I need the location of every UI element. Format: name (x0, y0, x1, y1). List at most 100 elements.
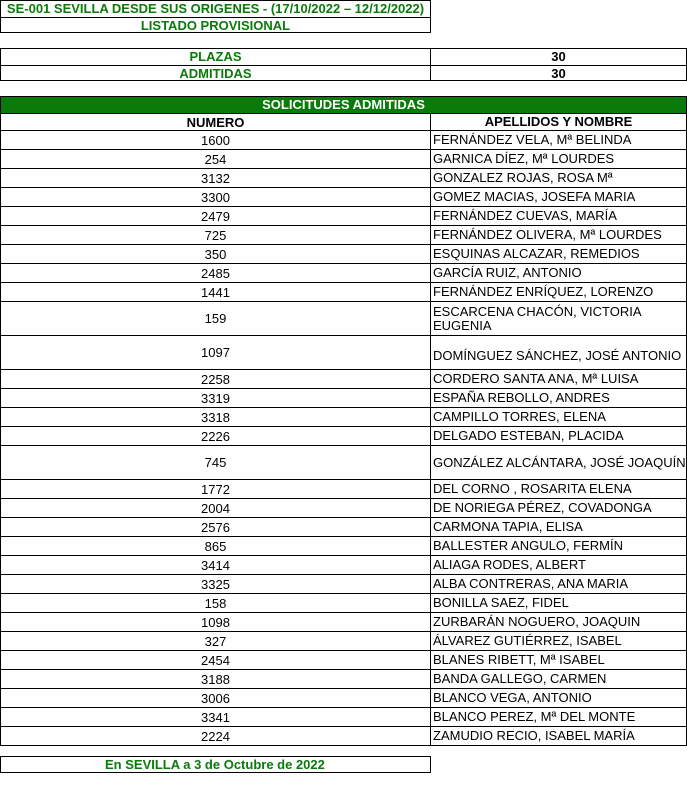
nombre-cell: DOMÍNGUEZ SÁNCHEZ, JOSÉ ANTONIO (433, 347, 682, 363)
table-row: 3319 ESPAÑA REBOLLO, ANDRES (1, 388, 686, 407)
numero-cell: 3300 (1, 188, 431, 206)
nombre-cell: ZURBARÁN NOGUERO, JOAQUIN (433, 614, 641, 629)
table-row: 745 GONZÁLEZ ALCÁNTARA, JOSÉ JOAQUÍN (1, 445, 686, 479)
nombre-cell: ESQUINAS ALCAZAR, REMEDIOS (433, 246, 640, 261)
table-row: 2258 CORDERO SANTA ANA, Mª LUISA (1, 369, 686, 388)
nombre-cell: ALIAGA RODES, ALBERT (433, 557, 586, 572)
table-row: 2479 FERNÁNDEZ CUEVAS, MARÍA (1, 206, 686, 225)
numero-cell: 2226 (1, 427, 431, 445)
plazas-label: PLAZAS (1, 49, 431, 65)
stats-row-admitidas: ADMITIDAS 30 (1, 65, 686, 81)
admitted-table: SOLICITUDES ADMITIDAS NUMERO APELLIDOS Y… (0, 96, 687, 746)
column-header-numero: NUMERO (1, 114, 431, 130)
nombre-cell: CORDERO SANTA ANA, Mª LUISA (433, 371, 639, 386)
numero-cell: 1098 (1, 613, 431, 631)
nombre-cell: CAMPILLO TORRES, ELENA (433, 409, 606, 424)
numero-cell: 2454 (1, 651, 431, 669)
table-row: 1772 DEL CORNO , ROSARITA ELENA (1, 479, 686, 498)
nombre-cell: BALLESTER ANGULO, FERMÍN (433, 538, 623, 553)
table-row: 1600 FERNÁNDEZ VELA, Mª BELINDA (1, 130, 686, 149)
title-box: SE-001 SEVILLA DESDE SUS ORIGENES - (17/… (0, 0, 431, 33)
numero-cell: 159 (1, 302, 431, 335)
numero-cell: 3188 (1, 670, 431, 688)
numero-cell: 254 (1, 150, 431, 168)
numero-cell: 1772 (1, 480, 431, 498)
nombre-cell: BANDA GALLEGO, CARMEN (433, 671, 607, 686)
nombre-cell: FERNÁNDEZ OLIVERA, Mª LOURDES (433, 227, 662, 242)
table-row: 3341 BLANCO PEREZ, Mª DEL MONTE (1, 707, 686, 726)
table-row: 3325 ALBA CONTRERAS, ANA MARIA (1, 574, 686, 593)
table-row: 3132 GONZALEZ ROJAS, ROSA Mª (1, 168, 686, 187)
table-row: 2454 BLANES RIBETT, Mª ISABEL (1, 650, 686, 669)
table-heading: SOLICITUDES ADMITIDAS (1, 97, 686, 114)
numero-cell: 3132 (1, 169, 431, 187)
nombre-cell: GONZÁLEZ ALCÁNTARA, JOSÉ JOAQUÍN (433, 454, 686, 470)
nombre-cell: ZAMUDIO RECIO, ISABEL MARÍA (433, 728, 635, 743)
list-status: LISTADO PROVISIONAL (1, 17, 430, 34)
footer-date: En SEVILLA a 3 de Octubre de 2022 (0, 756, 431, 773)
nombre-cell: DELGADO ESTEBAN, PLACIDA (433, 428, 624, 443)
numero-cell: 2576 (1, 518, 431, 536)
table-row: 327 ÁLVAREZ GUTIÉRREZ, ISABEL (1, 631, 686, 650)
nombre-cell: FERNÁNDEZ VELA, Mª BELINDA (433, 132, 632, 147)
table-row: 3300 GOMEZ MACIAS, JOSEFA MARIA (1, 187, 686, 206)
admitidas-label: ADMITIDAS (1, 66, 431, 81)
nombre-cell: GONZALEZ ROJAS, ROSA Mª (433, 170, 613, 185)
plazas-value: 30 (551, 49, 566, 64)
table-row: 3006 BLANCO VEGA, ANTONIO (1, 688, 686, 707)
table-row: 3318 CAMPILLO TORRES, ELENA (1, 407, 686, 426)
numero-cell: 3006 (1, 689, 431, 707)
nombre-cell: ALBA CONTRERAS, ANA MARIA (433, 576, 629, 591)
nombre-cell: BLANCO PEREZ, Mª DEL MONTE (433, 709, 636, 724)
numero-cell: 3341 (1, 708, 431, 726)
table-row: 1098 ZURBARÁN NOGUERO, JOAQUIN (1, 612, 686, 631)
nombre-cell: FERNÁNDEZ ENRÍQUEZ, LORENZO (433, 284, 654, 299)
numero-cell: 725 (1, 226, 431, 244)
table-row: 158 BONILLA SAEZ, FIDEL (1, 593, 686, 612)
numero-cell: 2258 (1, 370, 431, 388)
stats-table: PLAZAS 30 ADMITIDAS 30 (0, 48, 687, 81)
stats-row-plazas: PLAZAS 30 (1, 49, 686, 65)
numero-cell: 1441 (1, 283, 431, 301)
table-row: 2485 GARCÍA RUIZ, ANTONIO (1, 263, 686, 282)
table-row: 865 BALLESTER ANGULO, FERMÍN (1, 536, 686, 555)
nombre-cell: DEL CORNO , ROSARITA ELENA (433, 481, 632, 496)
numero-cell: 3325 (1, 575, 431, 593)
numero-cell: 1097 (1, 336, 431, 369)
table-row: 1441 FERNÁNDEZ ENRÍQUEZ, LORENZO (1, 282, 686, 301)
table-row: 1097 DOMÍNGUEZ SÁNCHEZ, JOSÉ ANTONIO (1, 335, 686, 369)
table-row: 254 GARNICA DÍEZ, Mª LOURDES (1, 149, 686, 168)
nombre-cell: DE NORIEGA PÉREZ, COVADONGA (433, 500, 652, 515)
numero-cell: 327 (1, 632, 431, 650)
numero-cell: 3319 (1, 389, 431, 407)
column-headers: NUMERO APELLIDOS Y NOMBRE (1, 114, 686, 130)
nombre-cell: BLANCO VEGA, ANTONIO (433, 690, 592, 705)
numero-cell: 2004 (1, 499, 431, 517)
numero-cell: 865 (1, 537, 431, 555)
nombre-cell: CARMONA TAPIA, ELISA (433, 519, 583, 534)
numero-cell: 2485 (1, 264, 431, 282)
nombre-cell: BONILLA SAEZ, FIDEL (433, 595, 569, 610)
admitidas-value: 30 (551, 65, 566, 81)
numero-cell: 2224 (1, 727, 431, 745)
nombre-cell: ESPAÑA REBOLLO, ANDRES (433, 390, 610, 405)
numero-cell: 158 (1, 594, 431, 612)
table-row: 725 FERNÁNDEZ OLIVERA, Mª LOURDES (1, 225, 686, 244)
table-row: 3414 ALIAGA RODES, ALBERT (1, 555, 686, 574)
numero-cell: 1600 (1, 131, 431, 149)
numero-cell: 2479 (1, 207, 431, 225)
nombre-cell: GARCÍA RUIZ, ANTONIO (433, 265, 582, 280)
numero-cell: 3414 (1, 556, 431, 574)
nombre-cell: ÁLVAREZ GUTIÉRREZ, ISABEL (433, 633, 622, 648)
table-row: 350 ESQUINAS ALCAZAR, REMEDIOS (1, 244, 686, 263)
table-row: 2224 ZAMUDIO RECIO, ISABEL MARÍA (1, 726, 686, 745)
table-row: 3188 BANDA GALLEGO, CARMEN (1, 669, 686, 688)
numero-cell: 350 (1, 245, 431, 263)
table-row: 159 ESCARCENA CHACÓN, VICTORIA EUGENIA (1, 301, 686, 335)
table-row: 2226 DELGADO ESTEBAN, PLACIDA (1, 426, 686, 445)
nombre-cell: FERNÁNDEZ CUEVAS, MARÍA (433, 208, 617, 223)
nombre-cell: BLANES RIBETT, Mª ISABEL (433, 652, 605, 667)
course-title: SE-001 SEVILLA DESDE SUS ORIGENES - (17/… (6, 1, 425, 16)
table-row: 2576 CARMONA TAPIA, ELISA (1, 517, 686, 536)
nombre-cell: GOMEZ MACIAS, JOSEFA MARIA (433, 189, 636, 204)
